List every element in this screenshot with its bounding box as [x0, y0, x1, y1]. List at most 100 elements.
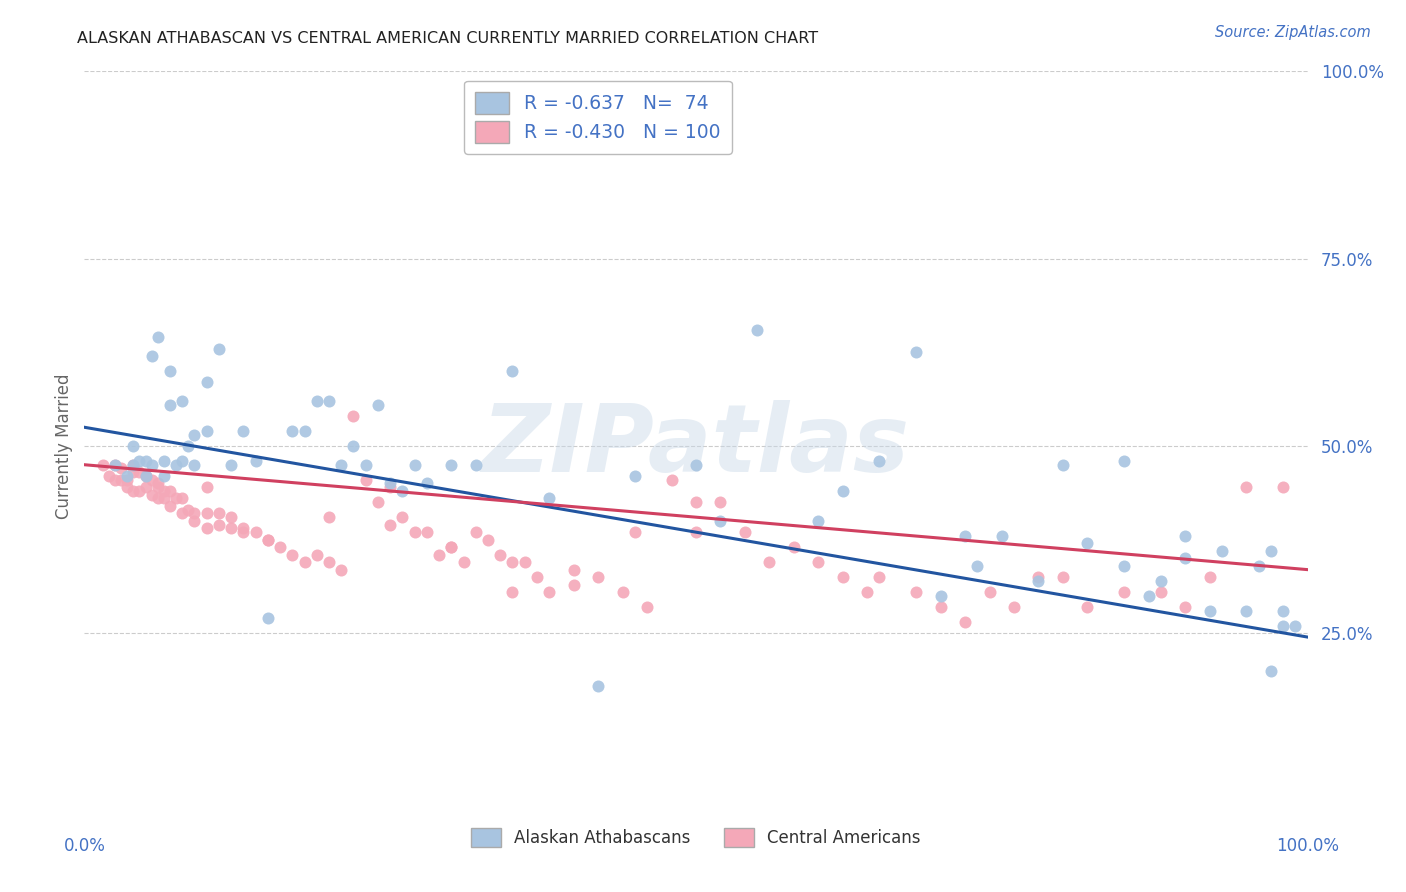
- Point: [1150, 574, 1173, 588]
- Point: [195, 480, 218, 494]
- Point: [538, 585, 561, 599]
- Point: [257, 533, 280, 547]
- Point: [1236, 604, 1258, 618]
- Point: [953, 615, 976, 629]
- Point: [979, 585, 1001, 599]
- Point: [183, 507, 205, 521]
- Point: [1174, 600, 1197, 615]
- Point: [966, 558, 988, 573]
- Point: [195, 521, 218, 535]
- Point: [502, 585, 524, 599]
- Point: [172, 394, 194, 409]
- Point: [1247, 558, 1270, 573]
- Point: [208, 507, 231, 521]
- Point: [1198, 570, 1220, 584]
- Point: [1236, 480, 1258, 494]
- Point: [1272, 480, 1295, 494]
- Point: [146, 480, 169, 494]
- Point: [183, 514, 205, 528]
- Point: [354, 473, 377, 487]
- Point: [153, 469, 176, 483]
- Point: [783, 540, 806, 554]
- Point: [1284, 619, 1306, 633]
- Point: [183, 427, 205, 442]
- Point: [128, 465, 150, 479]
- Point: [330, 458, 353, 472]
- Point: [685, 495, 707, 509]
- Point: [91, 458, 114, 472]
- Point: [416, 525, 439, 540]
- Point: [135, 469, 157, 483]
- Point: [135, 480, 157, 494]
- Point: [135, 454, 157, 468]
- Point: [1174, 529, 1197, 543]
- Point: [159, 364, 181, 378]
- Point: [380, 517, 402, 532]
- Point: [477, 533, 499, 547]
- Point: [141, 458, 163, 472]
- Point: [104, 473, 127, 487]
- Point: [195, 376, 218, 390]
- Point: [869, 570, 891, 584]
- Point: [232, 525, 254, 540]
- Point: [380, 480, 402, 494]
- Point: [513, 555, 536, 569]
- Point: [219, 521, 242, 535]
- Point: [991, 529, 1014, 543]
- Point: [404, 458, 426, 472]
- Point: [122, 465, 145, 479]
- Point: [440, 540, 463, 554]
- Point: [624, 525, 647, 540]
- Point: [115, 473, 138, 487]
- Point: [159, 398, 181, 412]
- Point: [172, 491, 194, 506]
- Point: [905, 345, 928, 359]
- Point: [135, 469, 157, 483]
- Point: [195, 507, 218, 521]
- Point: [219, 458, 242, 472]
- Point: [153, 454, 176, 468]
- Point: [305, 394, 328, 409]
- Point: [391, 483, 413, 498]
- Point: [122, 458, 145, 472]
- Point: [440, 458, 463, 472]
- Point: [1198, 604, 1220, 618]
- Point: [305, 548, 328, 562]
- Point: [245, 454, 267, 468]
- Point: [1052, 570, 1074, 584]
- Point: [342, 439, 364, 453]
- Point: [562, 563, 585, 577]
- Point: [141, 473, 163, 487]
- Point: [104, 458, 127, 472]
- Point: [159, 483, 181, 498]
- Point: [856, 585, 879, 599]
- Point: [354, 458, 377, 472]
- Point: [165, 458, 187, 472]
- Point: [257, 611, 280, 625]
- Point: [685, 525, 707, 540]
- Point: [380, 476, 402, 491]
- Point: [232, 424, 254, 438]
- Point: [195, 424, 218, 438]
- Point: [562, 577, 585, 591]
- Point: [586, 570, 609, 584]
- Point: [1260, 664, 1282, 678]
- Point: [318, 394, 340, 409]
- Point: [172, 507, 194, 521]
- Point: [502, 364, 524, 378]
- Point: [177, 502, 200, 516]
- Point: [929, 600, 952, 615]
- Point: [661, 473, 683, 487]
- Point: [183, 458, 205, 472]
- Point: [709, 495, 731, 509]
- Legend: Alaskan Athabascans, Central Americans: Alaskan Athabascans, Central Americans: [464, 821, 928, 854]
- Point: [110, 461, 132, 475]
- Point: [115, 480, 138, 494]
- Point: [1076, 600, 1098, 615]
- Point: [281, 548, 304, 562]
- Point: [97, 469, 120, 483]
- Point: [115, 469, 138, 483]
- Point: [953, 529, 976, 543]
- Point: [1076, 536, 1098, 550]
- Point: [281, 424, 304, 438]
